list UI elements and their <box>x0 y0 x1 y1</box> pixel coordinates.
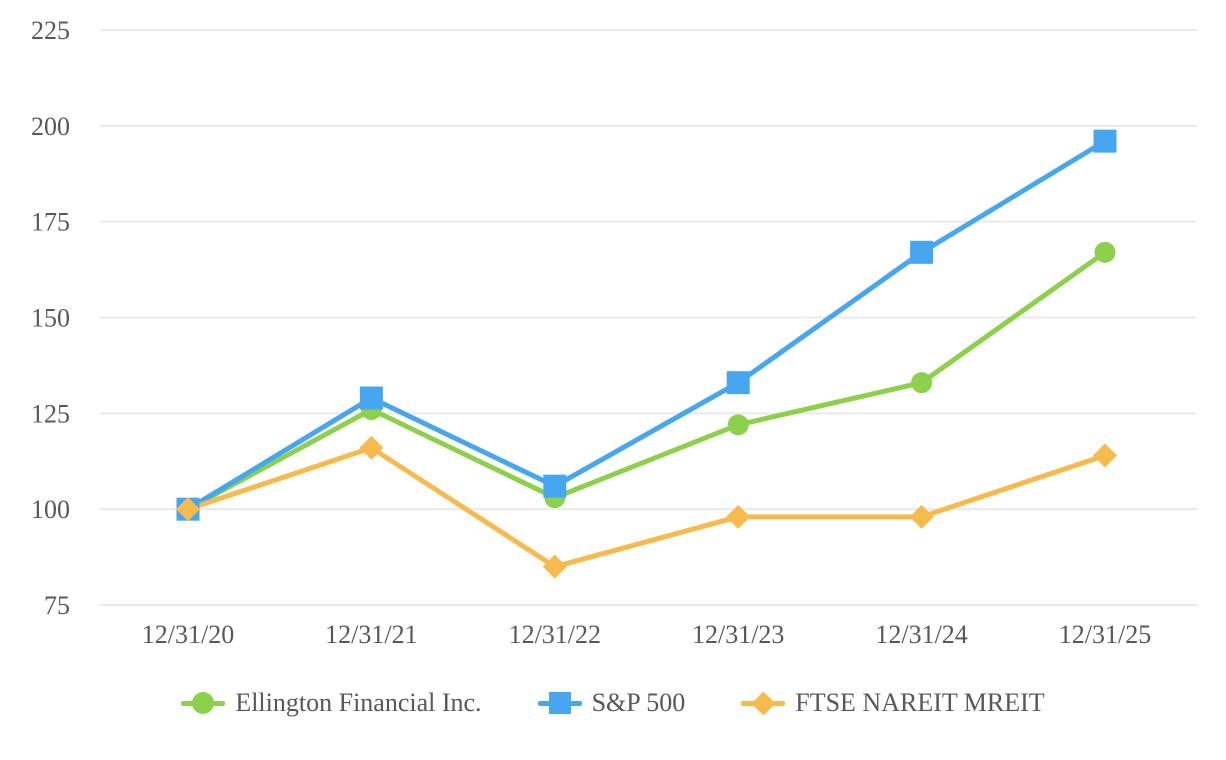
series-line-square <box>185 138 1108 512</box>
diamond-marker <box>175 497 201 522</box>
square-marker <box>1093 129 1117 153</box>
y-tick-label: 150 <box>31 304 70 333</box>
legend-marker-shape <box>548 692 571 714</box>
circle-marker <box>1094 241 1116 263</box>
y-tick-label: 100 <box>31 495 70 524</box>
legend-item-diamond: FTSE NAREIT MREIT <box>741 688 1045 718</box>
legend-item-circle: Ellington Financial Inc. <box>181 688 482 718</box>
legend-marker-shape <box>751 690 776 716</box>
diamond-marker <box>1092 443 1118 468</box>
legend-item-square: S&P 500 <box>537 688 686 718</box>
y-tick-label: 175 <box>31 208 70 237</box>
diamond-marker <box>909 504 934 529</box>
series-line-diamond <box>185 445 1108 570</box>
circle-marker <box>727 414 749 436</box>
x-tick-label: 12/31/25 <box>1059 620 1151 649</box>
legend-label: Ellington Financial Inc. <box>235 688 482 717</box>
legend-label: S&P 500 <box>591 688 686 717</box>
legend-marker-shape <box>192 692 215 714</box>
y-tick-label: 225 <box>31 16 70 45</box>
y-tick-label: 125 <box>31 399 70 428</box>
y-tick-label: 200 <box>31 112 70 141</box>
x-tick-label: 12/31/20 <box>142 620 234 649</box>
diamond-marker <box>359 435 384 460</box>
legend-square-icon <box>537 690 582 716</box>
x-tick-label: 12/31/24 <box>875 620 967 649</box>
square-marker <box>543 474 567 498</box>
legend-diamond-icon <box>741 690 786 716</box>
square-marker <box>726 371 750 395</box>
legend-circle-icon <box>181 690 226 716</box>
square-marker <box>359 386 383 410</box>
legend-label: FTSE NAREIT MREIT <box>795 688 1045 717</box>
x-tick-label: 12/31/23 <box>692 620 784 649</box>
series-line-circle <box>185 249 1108 512</box>
x-tick-label: 12/31/22 <box>509 620 601 649</box>
plot-area: 75 100 125 150 175 200 225 12/31/20 12/31/21 12/3… <box>31 16 1197 649</box>
legend: Ellington Financial Inc. S&P 500 FTSE NARE… <box>0 678 1226 728</box>
x-tick-label: 12/31/21 <box>325 620 417 649</box>
diamond-marker <box>726 504 751 529</box>
circle-marker <box>911 372 933 394</box>
square-marker <box>910 240 934 264</box>
y-tick-label: 75 <box>44 591 70 620</box>
